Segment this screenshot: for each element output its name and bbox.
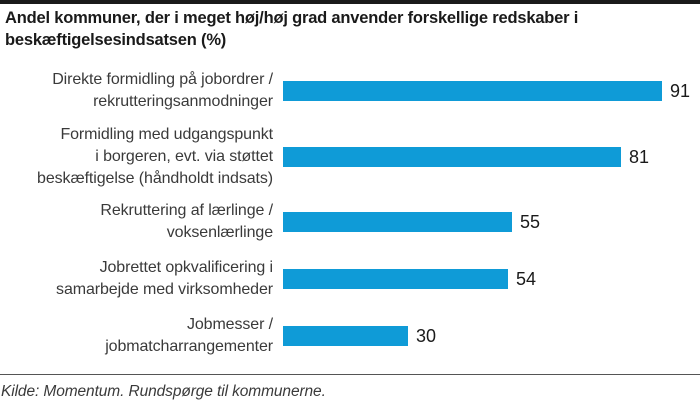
category-label-line: jobmatcharrangementer — [105, 338, 273, 355]
chart-title-line-1: Andel kommuner, der i meget høj/høj grad… — [5, 9, 579, 27]
category-label: Jobmesser / jobmatcharrangementer — [0, 314, 273, 358]
bar — [283, 269, 508, 289]
category-label: Jobrettet opkvalificering i samarbejde me… — [0, 257, 273, 301]
category-label-line: beskæftigelse (håndholdt indsats) — [37, 170, 273, 187]
chart-title: Andel kommuner, der i meget høj/høj grad… — [5, 7, 677, 51]
chart-row: Jobmesser / jobmatcharrangementer 30 — [0, 314, 700, 358]
category-label-line: i borgeren, evt. via støttet — [95, 148, 273, 165]
chart-row: Formidling med udgangspunkt i borgeren, e… — [0, 124, 700, 190]
category-label-line: Jobmesser / — [186, 316, 273, 333]
category-label: Direkte formidling på jobordrer / rekrutt… — [0, 69, 273, 113]
bar — [283, 81, 662, 101]
bar — [283, 326, 408, 346]
category-label-line: Formidling med udgangspunkt — [60, 126, 273, 143]
source-divider-rule — [0, 374, 700, 375]
bar — [283, 147, 621, 167]
category-label-line: Rekruttering af lærlinge / — [100, 202, 273, 219]
bar-value-label: 54 — [516, 269, 537, 289]
chart-title-line-2: beskæftigelsesindsatsen (%) — [5, 31, 227, 49]
bar-value-label: 55 — [520, 212, 541, 232]
category-label-line: samarbejde med virksomheder — [56, 281, 273, 298]
category-label-line: Direkte formidling på jobordrer / — [52, 71, 273, 88]
chart-row: Rekruttering af lærlinge / voksenlærlinge… — [0, 200, 700, 244]
bar — [283, 212, 512, 232]
top-border-rule — [0, 0, 700, 4]
category-label-line: rekrutteringsanmodninger — [93, 93, 273, 110]
category-label: Rekruttering af lærlinge / voksenlærlinge — [0, 200, 273, 244]
category-label-line: voksenlærlinge — [166, 224, 273, 241]
category-label-line: Jobrettet opkvalificering i — [99, 259, 273, 276]
source-note: Kilde: Momentum. Rundspørge til kommuner… — [1, 383, 326, 400]
category-label: Formidling med udgangspunkt i borgeren, e… — [0, 124, 273, 190]
chart-row: Direkte formidling på jobordrer / rekrutt… — [0, 69, 700, 113]
bar-value-label: 91 — [670, 81, 691, 101]
bar-value-label: 30 — [416, 326, 437, 346]
bar-value-label: 81 — [629, 147, 650, 167]
chart-row: Jobrettet opkvalificering i samarbejde me… — [0, 257, 700, 301]
